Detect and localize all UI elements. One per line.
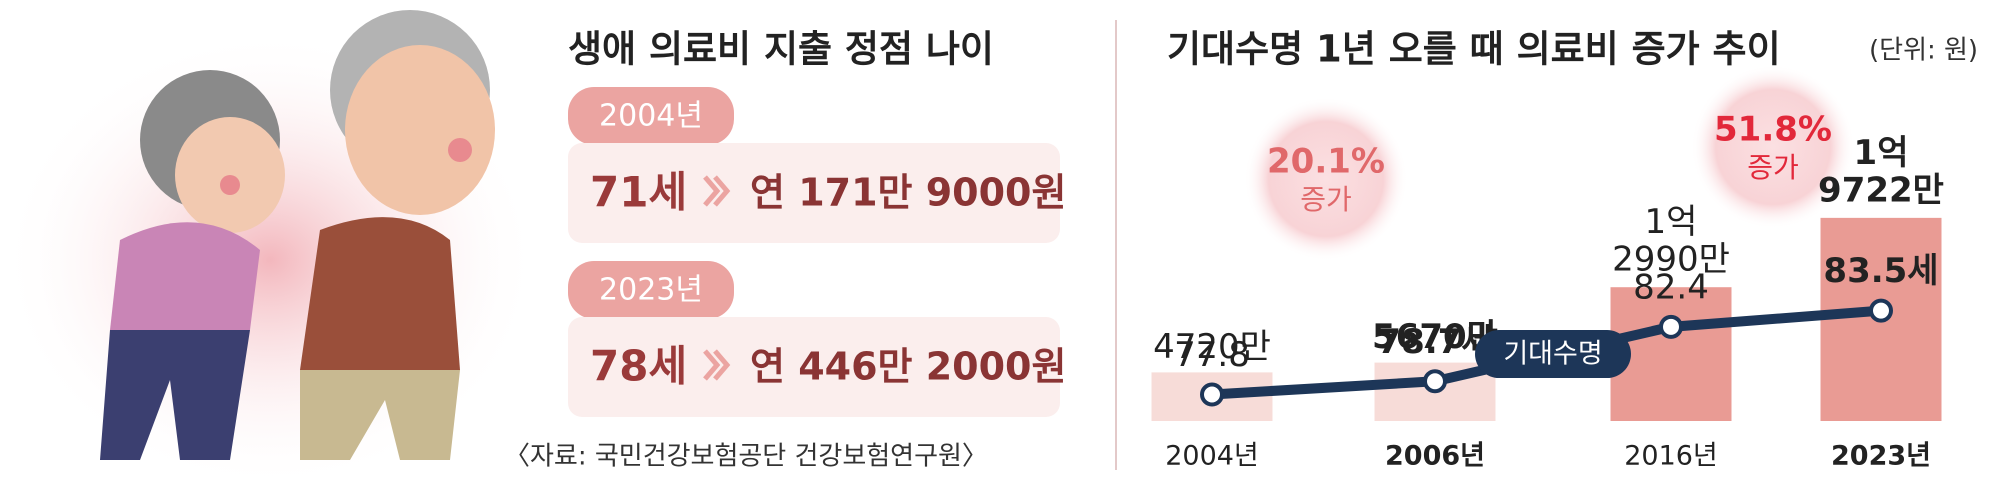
chevron [703,349,731,381]
annotation: 20.1% [1267,142,1385,182]
x-tick-label: 2023년 [1831,441,1931,472]
x-tick-label: 2004년 [1165,441,1259,472]
year-label: 2023년 [599,273,703,308]
year-label: 2004년 [599,99,703,134]
life-value-label: 83.5세 [1823,251,1938,291]
unit-label: (단위: 원) [1869,36,1978,66]
chart-title: 기대수명 1년 오를 때 의료비 증가 추이 [1167,28,1781,71]
bar-value-label: 1억 9722만 [1818,132,1944,209]
cost-label: 연 446만 2000원 [750,345,1066,389]
life-value-label: 78.7세 [1377,322,1492,362]
annotation-bubble [1691,65,1855,229]
panel-title: 생애 의료비 지출 정점 나이 [568,28,994,71]
life-value-label: 82.4 [1633,267,1709,307]
illustration [0,10,540,486]
life-value-label: 77.8 [1174,335,1250,375]
annotation-sub: 증가 [1300,183,1352,216]
source: 〈자료: 국민건강보험공단 건강보험연구원〉 [504,442,988,472]
chevron [703,175,731,207]
legend-pill [1475,330,1631,379]
legend-label: 기대수명 [1503,339,1602,370]
row-box [568,317,1060,417]
life-marker [1423,369,1447,394]
cost-label: 연 171만 9000원 [750,171,1066,215]
age-label: 78세 [590,342,687,391]
year-pill [568,261,734,319]
x-tick-label: 2016년 [1624,441,1718,472]
life-marker [1869,298,1893,323]
bar-value-label: 1억 2990만 [1612,202,1730,279]
year-pill [568,87,734,145]
annotation-bubble [1244,97,1408,261]
annotation: 51.8% [1714,110,1832,150]
row-box [568,143,1060,243]
age-label: 71세 [590,168,687,217]
life-marker [1659,314,1683,339]
x-tick-label: 2006년 [1385,441,1485,472]
annotation-sub: 증가 [1747,151,1799,184]
bar-value-label: 4720만 [1153,327,1271,367]
life-marker [1200,382,1224,407]
